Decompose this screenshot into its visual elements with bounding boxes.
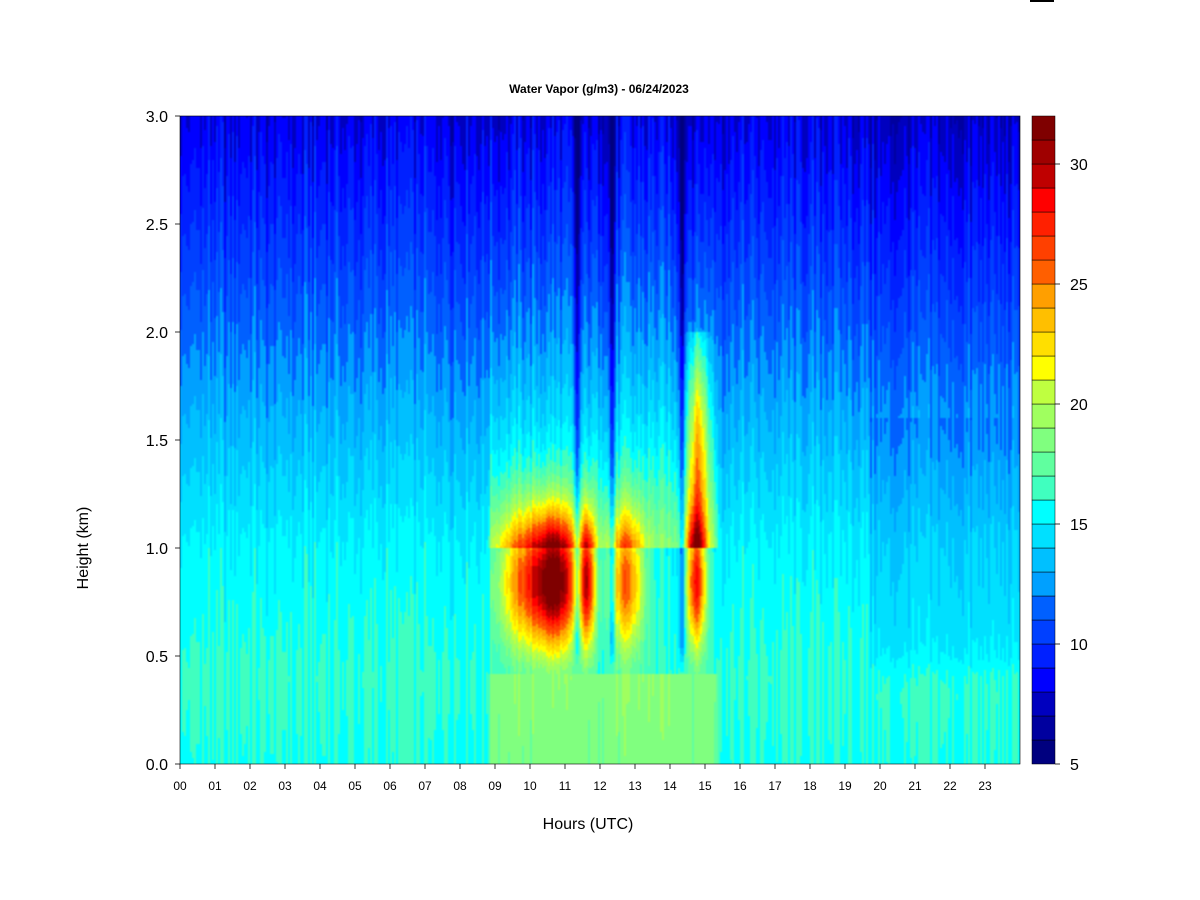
x-tick-label: 06 [383, 779, 397, 793]
y-axis-label: Height (km) [75, 507, 92, 590]
colorbar-bin [1031, 499, 1056, 525]
colorbar-bin [1031, 643, 1056, 669]
x-tick-label: 14 [663, 779, 677, 793]
heatmap-image [180, 116, 1020, 764]
colorbar-bin [1031, 739, 1056, 765]
y-tick-label: 0.0 [146, 757, 168, 774]
x-tick-label: 18 [803, 779, 817, 793]
x-tick-label: 09 [488, 779, 502, 793]
colorbar-bin [1031, 283, 1056, 309]
colorbar-bin [1031, 187, 1056, 213]
colorbar-tick-label: 10 [1070, 637, 1088, 654]
y-tick-label: 3.0 [146, 109, 168, 126]
colorbar-bin [1031, 619, 1056, 645]
x-axis: 00 01 02 03 04 05 06 07 08 09 10 11 12 13 14 15 16 17 18 19… [173, 764, 992, 793]
x-tick-label: 21 [908, 779, 922, 793]
x-tick-label: 20 [873, 779, 887, 793]
y-tick-label: 2.0 [146, 325, 168, 342]
colorbar-tick-label: 25 [1070, 277, 1088, 294]
x-tick-label: 22 [943, 779, 957, 793]
x-tick-label: 11 [559, 779, 572, 793]
colorbar-bin [1031, 595, 1056, 621]
x-tick-label: 04 [313, 779, 327, 793]
x-tick-label: 07 [418, 779, 432, 793]
colorbar: 5 10 15 20 25 30 [1031, 115, 1088, 774]
colorbar-bin [1031, 547, 1056, 573]
x-tick-label: 13 [628, 779, 642, 793]
x-tick-label: 19 [838, 779, 852, 793]
colorbar-bin [1031, 115, 1056, 141]
colorbar-bin [1031, 331, 1056, 357]
x-tick-label: 03 [278, 779, 292, 793]
colorbar-bin [1031, 235, 1056, 261]
colorbar-bin [1031, 715, 1056, 741]
x-tick-label: 02 [243, 779, 257, 793]
colorbar-bin [1031, 667, 1056, 693]
y-tick-label: 2.5 [146, 217, 168, 234]
colorbar-tick-label: 5 [1070, 757, 1079, 774]
colorbar-bin [1031, 571, 1056, 597]
colorbar-bin [1031, 163, 1056, 189]
colorbar-bin [1031, 451, 1056, 477]
y-tick-label: 1.5 [146, 433, 168, 450]
x-tick-label: 23 [978, 779, 992, 793]
x-tick-label: 10 [523, 779, 537, 793]
colorbar-bin [1031, 355, 1056, 381]
colorbar-tick-label: 20 [1070, 397, 1088, 414]
x-tick-label: 01 [208, 779, 222, 793]
colorbar-bin [1031, 139, 1056, 165]
x-tick-label: 15 [698, 779, 712, 793]
colorbar-bin [1031, 259, 1056, 285]
heatmap-plot-area [179, 115, 1021, 765]
chart-title: Water Vapor (g/m3) - 06/24/2023 [509, 82, 689, 96]
x-tick-label: 00 [173, 779, 187, 793]
x-tick-label: 16 [733, 779, 747, 793]
colorbar-bin [1031, 523, 1056, 549]
x-axis-label: Hours (UTC) [543, 816, 634, 833]
colorbar-bin [1031, 307, 1056, 333]
colorbar-tick-label: 15 [1070, 517, 1088, 534]
colorbar-bin [1031, 379, 1056, 405]
colorbar-tick-label: 30 [1070, 157, 1088, 174]
colorbar-bin [1031, 475, 1056, 501]
corner-mark [1030, 0, 1054, 2]
y-axis: 0.0 0.5 1.0 1.5 2.0 2.5 3.0 [146, 109, 180, 774]
colorbar-bin [1031, 403, 1056, 429]
colorbar-bin [1031, 211, 1056, 237]
x-tick-label: 08 [453, 779, 467, 793]
x-tick-label: 12 [593, 779, 607, 793]
y-tick-label: 0.5 [146, 649, 168, 666]
x-tick-label: 05 [348, 779, 362, 793]
y-tick-label: 1.0 [146, 541, 168, 558]
colorbar-bin [1031, 427, 1056, 453]
x-tick-label: 17 [768, 779, 782, 793]
colorbar-bin [1031, 691, 1056, 717]
